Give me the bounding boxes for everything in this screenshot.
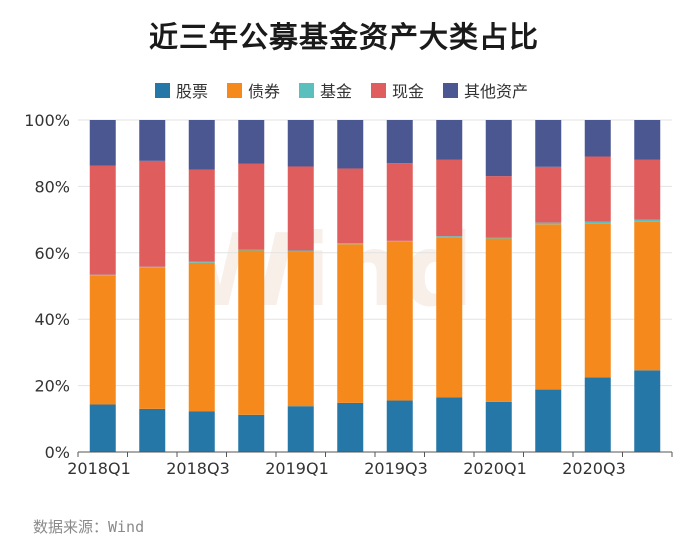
bar-segment: [634, 120, 661, 160]
legend-label: 基金: [320, 82, 352, 101]
source-note: 数据来源：Wind: [33, 518, 145, 536]
y-tick-label: 0%: [45, 443, 70, 462]
bar-segment: [485, 401, 512, 452]
legend-label: 债券: [248, 82, 280, 101]
y-tick-label: 100%: [24, 111, 70, 130]
bar-segment: [386, 240, 413, 242]
bar-segment: [89, 165, 116, 275]
bar-segment: [238, 249, 265, 251]
bar-segment: [634, 219, 661, 222]
bar-segment: [337, 244, 364, 403]
legend-swatch: [443, 83, 458, 98]
bar-segment: [436, 120, 463, 160]
bar-segment: [584, 223, 611, 378]
bar-segment: [337, 120, 364, 169]
bar-segment: [188, 411, 215, 452]
bar-segment: [188, 169, 215, 262]
bar-segment: [139, 408, 166, 452]
legend-swatch: [371, 83, 386, 98]
bar-segment: [188, 120, 215, 170]
bar-segment: [634, 221, 661, 371]
bar-segment: [436, 236, 463, 238]
bar-segment: [139, 266, 166, 268]
bar-segment: [535, 120, 562, 167]
bar-segment: [337, 243, 364, 245]
bar-segment: [139, 267, 166, 409]
bar-segment: [188, 262, 215, 412]
bar-segment: [89, 275, 116, 405]
bar-segment: [89, 120, 116, 166]
x-tick-label: 2020Q3: [562, 459, 626, 478]
bar-segment: [386, 400, 413, 452]
bar-segment: [139, 160, 166, 267]
bar-segment: [238, 120, 265, 164]
bar-segment: [287, 250, 314, 252]
legend-label: 其他资产: [464, 82, 528, 101]
bar-segment: [584, 156, 611, 222]
bar-segment: [535, 222, 562, 225]
bar-segment: [436, 397, 463, 452]
x-tick-label: 2020Q1: [463, 459, 527, 478]
legend-label: 现金: [392, 82, 424, 101]
grid-lines: [78, 119, 672, 387]
bar-segment: [139, 120, 166, 161]
legend-swatch: [299, 83, 314, 98]
legend-label: 股票: [176, 82, 208, 101]
bar-segment: [584, 120, 611, 157]
bar-segment: [238, 414, 265, 452]
bar-segment: [535, 166, 562, 223]
bar-segment: [188, 261, 215, 263]
bar-segment: [485, 176, 512, 238]
bar-segment: [436, 159, 463, 237]
bar-segment: [485, 238, 512, 402]
bar-segment: [238, 163, 265, 250]
y-tick-label: 80%: [34, 177, 70, 196]
bar-segment: [485, 237, 512, 239]
bar-segment: [584, 221, 611, 224]
bar-segment: [287, 406, 314, 452]
bar-segment: [287, 120, 314, 167]
x-tick-label: 2019Q3: [364, 459, 428, 478]
axes: 0% 20% 40% 60% 80% 100% 2018Q1 2018Q3 2019Q1 2019…: [24, 111, 673, 478]
bar-segment: [634, 159, 661, 220]
bar-segment: [535, 224, 562, 390]
watermark: Wind: [186, 212, 473, 329]
y-tick-label: 40%: [34, 310, 70, 329]
y-tick-label: 20%: [34, 377, 70, 396]
bar-segment: [386, 120, 413, 164]
bar-segment: [485, 120, 512, 177]
bar-segment: [634, 370, 661, 452]
bar-segment: [386, 163, 413, 241]
bar-segment: [535, 389, 562, 452]
bar-segment: [89, 404, 116, 452]
bar-segment: [337, 168, 364, 244]
legend-swatch: [155, 83, 170, 98]
bar-segment: [386, 241, 413, 401]
bar-segment: [238, 250, 265, 415]
bar-segment: [436, 237, 463, 398]
bar-segment: [584, 377, 611, 452]
bar-segment: [89, 274, 116, 276]
legend-swatch: [227, 83, 242, 98]
x-tick-label: 2019Q1: [265, 459, 329, 478]
x-tick-label: 2018Q1: [67, 459, 131, 478]
y-tick-label: 60%: [34, 244, 70, 263]
bar-segment: [287, 166, 314, 251]
bar-segment: [287, 251, 314, 407]
chart-title: 近三年公募基金资产大类占比: [148, 20, 539, 54]
legend: 股票 债券 基金 现金 其他资产: [155, 82, 528, 101]
x-tick-label: 2018Q3: [166, 459, 230, 478]
bar-segment: [337, 402, 364, 452]
bars: [89, 120, 661, 452]
